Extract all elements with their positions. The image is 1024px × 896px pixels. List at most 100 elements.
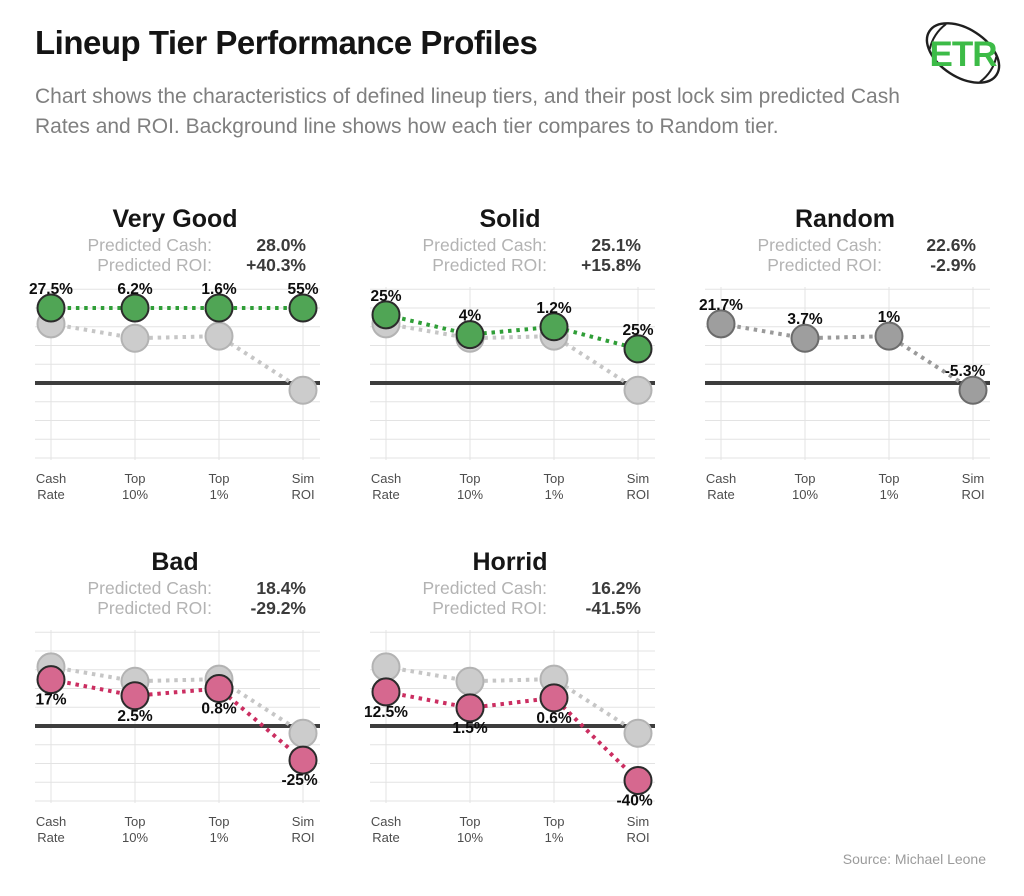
- x-tick-cash-rate: Cash Rate: [370, 814, 402, 845]
- predicted-block: Predicted Cash: 28.0% Predicted ROI: +40.3%: [44, 235, 306, 275]
- random-baseline-point: [204, 321, 234, 351]
- predicted-block: Predicted Cash: 22.6% Predicted ROI: -2.9%: [714, 235, 976, 275]
- x-tick-cash-rate: Cash Rate: [705, 471, 737, 502]
- tier-panel-solid: Solid Predicted Cash: 25.1% Predicted ROI: +…: [355, 204, 665, 503]
- random-baseline-point: [288, 718, 318, 748]
- x-tick-sim-roi: Sim ROI: [961, 471, 985, 502]
- predicted-cash-label: Predicted Cash:: [87, 235, 212, 255]
- x-tick-top-1-: Top 1%: [543, 471, 565, 502]
- predicted-roi-label: Predicted ROI:: [97, 255, 212, 275]
- random-baseline-point: [623, 718, 653, 748]
- predicted-roi-value: +15.8%: [581, 255, 641, 275]
- random-baseline-point: [371, 652, 401, 682]
- predicted-roi-value: +40.3%: [246, 255, 306, 275]
- point-label: -5.3%: [945, 363, 986, 380]
- source-credit: Source: Michael Leone: [842, 851, 986, 867]
- tier-panel-random: Random Predicted Cash: 22.6% Predicted ROI:…: [690, 204, 1000, 503]
- x-tick-top-1-: Top 1%: [208, 814, 230, 845]
- etr-logo: ETR: [916, 12, 1010, 101]
- tier-title: Solid: [479, 205, 541, 233]
- random-baseline-line: [385, 321, 640, 392]
- point-label: 25%: [370, 288, 401, 305]
- x-tick-sim-roi: Sim ROI: [291, 471, 315, 502]
- point-label: 21.7%: [699, 297, 743, 314]
- point-label: 27.5%: [29, 281, 73, 298]
- tier-series-point: [623, 766, 653, 796]
- tier-series-point: [455, 693, 485, 723]
- predicted-cash-label: Predicted Cash:: [422, 578, 547, 598]
- tier-series-line: [385, 312, 639, 351]
- point-label: 1%: [878, 309, 901, 326]
- predicted-cash-label: Predicted Cash:: [87, 578, 212, 598]
- tier-plot: 12.5% 1.5% 0.6% -40%: [364, 630, 655, 810]
- logo-text: ETR: [930, 35, 998, 74]
- x-tick-sim-roi: Sim ROI: [291, 814, 315, 845]
- tier-series-point: [120, 681, 150, 711]
- predicted-cash-value: 16.2%: [591, 578, 641, 598]
- x-tick-top-10-: Top 10%: [121, 471, 149, 502]
- predicted-cash-value: 22.6%: [926, 235, 976, 255]
- predicted-block: Predicted Cash: 25.1% Predicted ROI: +15.8%: [379, 235, 641, 275]
- point-label: 0.8%: [201, 701, 237, 718]
- tier-series-point: [874, 321, 904, 351]
- x-tick-top-10-: Top 10%: [121, 814, 149, 845]
- random-baseline-line: [385, 664, 640, 735]
- point-label: 4%: [459, 308, 482, 325]
- random-baseline-point: [120, 323, 150, 353]
- predicted-block: Predicted Cash: 18.4% Predicted ROI: -29.2%: [44, 578, 306, 618]
- predicted-roi-value: -41.5%: [585, 598, 641, 618]
- random-baseline-point: [288, 375, 318, 405]
- tier-plot: 21.7% 3.7% 1% -5.3%: [699, 287, 990, 460]
- predicted-cash-value: 28.0%: [256, 235, 306, 255]
- tier-series-point: [539, 312, 569, 342]
- tier-series-point: [539, 683, 569, 713]
- predicted-roi-value: -29.2%: [250, 598, 306, 618]
- tier-title: Bad: [151, 548, 199, 576]
- football-icon: ETR: [925, 22, 1001, 84]
- random-baseline-point: [455, 666, 485, 696]
- random-baseline-line: [50, 321, 305, 392]
- predicted-roi-label: Predicted ROI:: [97, 598, 212, 618]
- point-label: -25%: [282, 772, 318, 789]
- predicted-cash-label: Predicted Cash:: [422, 235, 547, 255]
- tier-series-line: [385, 689, 640, 782]
- tier-series-point: [120, 293, 150, 323]
- tier-series-point: [288, 745, 318, 775]
- random-baseline-line: [50, 664, 305, 735]
- tier-series-point: [790, 323, 820, 353]
- point-label: 3.7%: [787, 311, 823, 328]
- page-subtitle: Chart shows the characteristics of defin…: [35, 85, 900, 138]
- x-tick-cash-rate: Cash Rate: [35, 814, 67, 845]
- x-tick-cash-rate: Cash Rate: [35, 471, 67, 502]
- x-axis-ticks: Cash Rate Top 10% Top 1% Sim ROI: [20, 812, 330, 846]
- tier-panels: Very Good Predicted Cash: 28.0% Predicted R…: [20, 204, 1000, 846]
- x-axis-ticks: Cash Rate Top 10% Top 1% Sim ROI: [355, 812, 665, 846]
- tier-series-point: [36, 665, 66, 695]
- x-axis-ticks: Cash Rate Top 10% Top 1% Sim ROI: [690, 469, 1000, 503]
- tier-series-line: [720, 321, 975, 392]
- x-axis-ticks: Cash Rate Top 10% Top 1% Sim ROI: [20, 469, 330, 503]
- predicted-cash-value: 18.4%: [256, 578, 306, 598]
- tier-plot: 17% 2.5% 0.8% -25%: [35, 630, 320, 803]
- point-label: 2.5%: [117, 708, 153, 725]
- x-tick-top-10-: Top 10%: [456, 814, 484, 845]
- predicted-block: Predicted Cash: 16.2% Predicted ROI: -41.5%: [379, 578, 641, 618]
- tier-series-point: [706, 309, 736, 339]
- point-label: 1.6%: [201, 281, 237, 298]
- x-tick-top-1-: Top 1%: [543, 814, 565, 845]
- tier-panel-bad: Bad Predicted Cash: 18.4% Predicted ROI: -29…: [20, 547, 330, 846]
- predicted-roi-value: -2.9%: [930, 255, 976, 275]
- point-label: 0.6%: [536, 710, 572, 727]
- tier-series-point: [371, 677, 401, 707]
- x-tick-top-10-: Top 10%: [791, 471, 819, 502]
- point-label: 1.5%: [452, 720, 488, 737]
- point-label: 17%: [35, 692, 66, 709]
- point-label: 12.5%: [364, 704, 408, 721]
- x-tick-sim-roi: Sim ROI: [626, 471, 650, 502]
- random-baseline-point: [623, 375, 653, 405]
- tier-title: Very Good: [112, 205, 238, 233]
- tier-title: Random: [795, 205, 895, 233]
- tier-series-point: [623, 334, 653, 364]
- tier-plot: 27.5% 6.2% 1.6% 55%: [29, 281, 320, 460]
